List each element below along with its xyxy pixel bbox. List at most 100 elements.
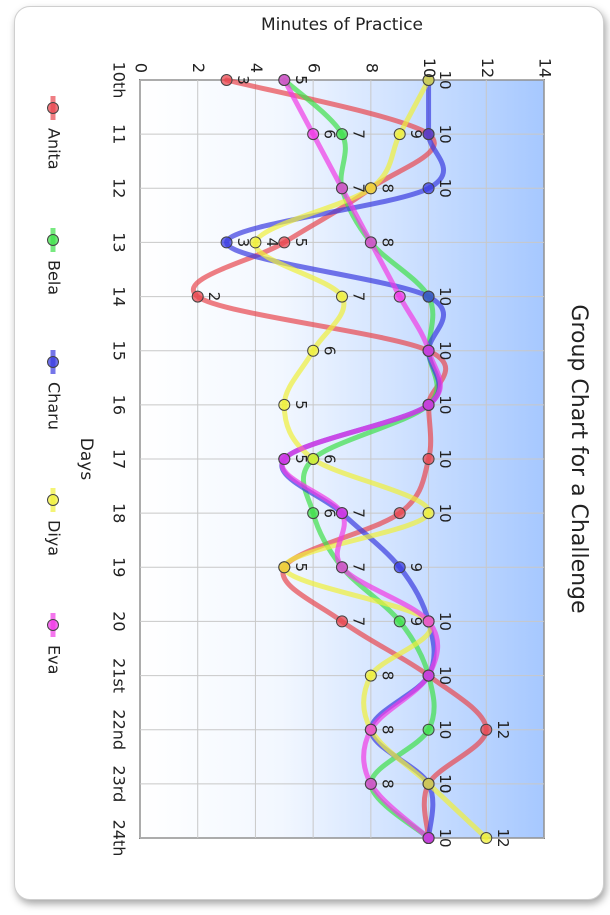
data-label-diya: 6 [321, 346, 339, 356]
data-label-charu: 7 [350, 508, 368, 518]
data-label-charu: 3 [234, 238, 252, 248]
data-label-charu: 10 [436, 287, 454, 306]
data-point-anita [480, 723, 493, 736]
y-axis-title: Minutes of Practice [261, 15, 423, 35]
data-labels: 3852101057101210105778667910810101031010… [205, 70, 512, 847]
data-point-charu [422, 128, 435, 141]
y-tick-label: 10 [420, 58, 439, 78]
data-label-anita: 8 [378, 184, 396, 194]
data-point-diya [336, 290, 348, 303]
data-point-diya [307, 344, 320, 357]
data-point-eva [422, 615, 435, 628]
x-tick-label: 22nd [110, 709, 129, 750]
data-label-charu: 10 [436, 179, 454, 198]
data-label-bela: 7 [350, 563, 368, 573]
legend-label: Diya [45, 520, 64, 556]
data-point-anita [422, 453, 435, 465]
data-label-bela: 9 [407, 617, 425, 627]
legend-swatch-marker [47, 494, 59, 506]
y-tick-label: 0 [132, 63, 151, 73]
legend-swatch-marker [47, 356, 59, 368]
x-axis-title: Days [76, 438, 96, 481]
data-point-anita [220, 74, 233, 86]
data-point-charu [220, 236, 233, 249]
data-label-anita: 10 [436, 666, 454, 685]
data-label-diya: 5 [292, 400, 310, 410]
data-point-eva [307, 128, 320, 141]
x-tick-label: 17 [110, 449, 129, 469]
data-label-anita: 3 [234, 75, 252, 85]
data-label-diya: 8 [378, 671, 396, 681]
legend-item-bela: Bela [45, 228, 64, 295]
data-point-diya [422, 74, 435, 86]
data-point-eva [422, 344, 435, 357]
data-label-anita: 10 [436, 774, 454, 793]
data-point-eva [364, 723, 377, 736]
data-label-diya: 4 [263, 238, 281, 248]
x-tick-label: 23rd [110, 765, 129, 802]
data-label-charu: 10 [436, 395, 454, 414]
data-point-diya [422, 777, 435, 790]
data-label-bela: 6 [321, 508, 339, 518]
data-label-bela: 8 [378, 779, 396, 789]
data-point-diya [278, 561, 291, 574]
x-tick-label: 10th [110, 62, 129, 99]
legend-swatch-marker [47, 102, 59, 114]
data-point-charu [422, 290, 435, 303]
data-label-diya: 10 [436, 504, 454, 523]
data-label-bela: 6 [321, 454, 339, 464]
data-label-bela: 7 [350, 184, 368, 194]
y-tick-label: 8 [362, 63, 381, 73]
x-tick-label: 20 [110, 611, 129, 631]
legend-item-anita: Anita [45, 96, 64, 170]
y-tick-labels: 0 2 4 6 8 10 12 14 [132, 58, 555, 78]
data-label-anita: 5 [292, 563, 310, 573]
data-point-anita [191, 290, 204, 303]
data-label-anita: 7 [350, 617, 368, 627]
data-point-bela [422, 723, 435, 736]
data-point-eva [336, 507, 348, 520]
y-tick-label: 6 [305, 63, 324, 73]
data-point-eva [336, 561, 348, 574]
legend: Anita Bela Charu Diya Eva [45, 96, 64, 674]
x-tick-label: 11 [110, 124, 129, 144]
data-point-diya [307, 453, 320, 465]
series-line-diya [252, 77, 489, 841]
data-point-charu [393, 561, 406, 574]
chart-title: Group Chart for a Challenge [566, 304, 591, 613]
x-tick-label: 19 [110, 557, 129, 577]
data-label-charu: 9 [407, 563, 425, 573]
data-label-anita: 2 [205, 292, 223, 302]
data-point-eva [422, 669, 435, 682]
grid-lines [139, 79, 545, 839]
data-label-diya: 9 [407, 129, 425, 139]
data-point-eva [422, 398, 435, 411]
x-tick-label: 21st [110, 658, 129, 693]
legend-label: Eva [45, 645, 64, 674]
data-point-diya [393, 128, 406, 141]
data-point-eva [364, 236, 377, 249]
data-label-charu: 8 [378, 725, 396, 735]
data-point-charu [422, 182, 435, 195]
data-point-eva [278, 74, 291, 86]
data-point-eva [393, 290, 406, 303]
x-tick-label: 16 [110, 395, 129, 415]
data-point-anita [393, 507, 406, 520]
data-point-diya [480, 832, 493, 844]
data-label-charu: 10 [436, 125, 454, 144]
data-point-diya [364, 182, 377, 195]
data-point-eva [422, 832, 435, 844]
data-point-anita [278, 236, 291, 249]
data-label-anita: 10 [436, 341, 454, 360]
x-tick-label: 18 [110, 503, 129, 523]
data-label-eva: 5 [292, 75, 310, 85]
data-label-anita: 10 [436, 449, 454, 468]
data-label-anita: 12 [494, 720, 512, 739]
legend-item-eva: Eva [45, 613, 64, 674]
x-tick-label: 15 [110, 341, 129, 361]
data-label-diya: 12 [494, 828, 512, 847]
data-label-eva: 6 [321, 129, 339, 139]
data-label-bela: 8 [378, 238, 396, 248]
data-point-eva [336, 182, 348, 195]
